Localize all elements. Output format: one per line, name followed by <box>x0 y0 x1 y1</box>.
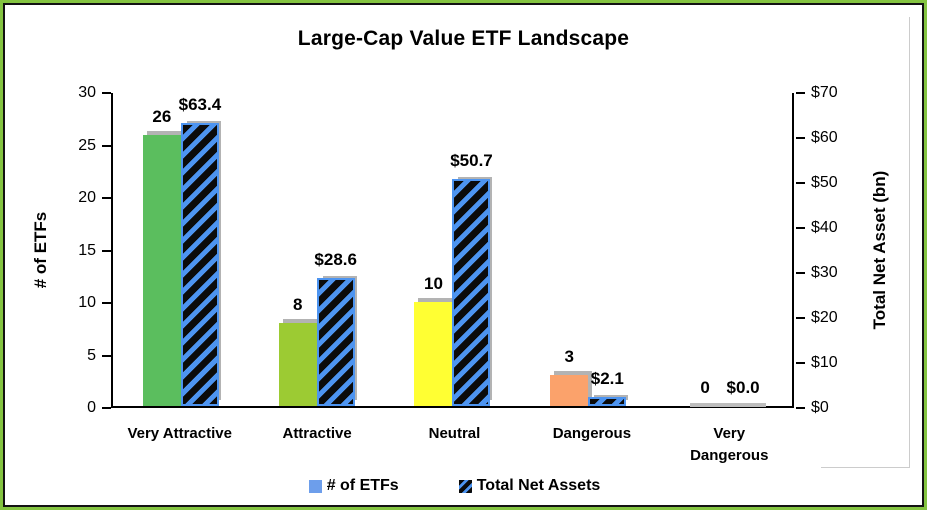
data-label-etfs: 26 <box>152 106 172 126</box>
bar-assets <box>316 276 357 406</box>
assets-bar-column: $0.0 <box>724 93 767 407</box>
axis-tick-mark <box>796 317 805 319</box>
axis-tick-mark <box>102 92 111 94</box>
axis-tick-label: $10 <box>811 354 838 371</box>
data-label-etfs: 0 <box>700 378 710 397</box>
axis-tick-label: 0 <box>87 399 96 416</box>
data-label-assets: $28.6 <box>314 250 357 270</box>
axis-tick-mark <box>102 197 111 199</box>
axis-tick-label: 15 <box>78 241 96 259</box>
axis-tick-label: 5 <box>87 346 96 364</box>
legend: # of ETFs Total Net Assets <box>111 477 798 495</box>
axis-tick-label: $60 <box>811 129 838 146</box>
legend-swatch-assets-icon <box>458 479 472 493</box>
axis-tick-mark <box>796 407 805 409</box>
bar-assets <box>180 120 221 406</box>
axis-tick-mark <box>102 354 111 357</box>
axis-tick-mark <box>796 92 805 94</box>
axis-tick-label: 20 <box>78 189 96 206</box>
bar-group-very-dangerous: 0 $0.0 <box>656 93 792 407</box>
data-label-assets: $0.0 <box>726 378 760 397</box>
data-label-assets: $63.4 <box>178 94 222 114</box>
category-label: Dangerous <box>552 425 632 442</box>
etf-bar-column: 10 <box>414 93 457 406</box>
bar-etfs <box>414 297 457 406</box>
assets-bar-column: $50.7 <box>450 93 493 406</box>
axis-tick-label: $50 <box>811 174 838 191</box>
bar-groups: 26 $63.4 8 $28.6 <box>113 93 792 407</box>
axis-tick-mark <box>796 182 805 184</box>
etf-bar-column: 8 <box>278 93 321 406</box>
data-label-etfs: 10 <box>424 273 443 293</box>
axis-tick-label: 25 <box>78 136 96 154</box>
axis-tick-label: $20 <box>811 309 838 326</box>
bar-etfs <box>142 130 185 406</box>
axis-tick-label: 10 <box>78 294 96 311</box>
assets-bar-column: $2.1 <box>588 93 629 406</box>
axis-tick-label: $40 <box>811 219 838 236</box>
axis-tick-mark <box>796 272 805 274</box>
chart-edge-line <box>909 17 910 467</box>
bar-group-very-attractive: 26 $63.4 <box>113 93 249 406</box>
etf-bar-column: 26 <box>142 93 185 406</box>
plot-area: 26 $63.4 8 $28.6 <box>111 93 794 408</box>
assets-bar-column: $63.4 <box>178 93 222 406</box>
axis-tick-label: $70 <box>811 84 838 101</box>
axis-tick-mark <box>796 227 805 229</box>
bar-assets <box>452 177 493 406</box>
axis-tick-label: $30 <box>811 264 838 281</box>
assets-bar-column: $28.6 <box>314 93 357 406</box>
bar-etfs <box>278 318 321 406</box>
axis-tick-mark <box>102 302 111 304</box>
data-label-etfs: 8 <box>292 294 303 314</box>
axis-tick-label: $0 <box>811 399 829 416</box>
category-label: Very Attractive <box>127 425 232 442</box>
bar-group-neutral: 10 $50.7 <box>385 93 521 406</box>
axis-tick-mark <box>796 362 805 364</box>
chart-edge-line <box>821 467 910 468</box>
legend-label-assets: Total Net Assets <box>476 477 601 494</box>
category-axis: Very Attractive Attractive Neutral Dange… <box>111 423 798 467</box>
legend-item-etfs: # of ETFs <box>308 477 399 495</box>
right-axis-ticks: $0 $10 $20 $30 $40 $50 $60 $70 <box>796 85 924 416</box>
bar-etfs <box>550 370 593 406</box>
category-label: Very Dangerous <box>690 425 769 464</box>
bar-assets <box>588 394 629 406</box>
axis-tick-mark <box>796 137 805 139</box>
legend-label-etfs: # of ETFs <box>326 477 399 494</box>
left-axis-ticks: 0 5 10 15 20 25 30 <box>3 85 111 416</box>
category-label: Neutral <box>428 425 481 442</box>
axis-tick-mark <box>102 249 111 252</box>
category-label: Attractive <box>282 425 352 442</box>
bar-group-attractive: 8 $28.6 <box>249 93 385 406</box>
etf-bar-column: 0 <box>686 93 729 407</box>
chart-title: Large-Cap Value ETF Landscape <box>297 27 630 50</box>
axis-tick-label: 30 <box>78 84 96 101</box>
data-label-assets: $50.7 <box>450 151 493 171</box>
legend-item-assets: Total Net Assets <box>458 477 601 495</box>
axis-tick-mark <box>102 407 111 409</box>
data-label-etfs: 3 <box>564 346 575 366</box>
bar-group-dangerous: 3 $2.1 <box>520 93 656 406</box>
etf-bar-column: 3 <box>550 93 593 406</box>
axis-tick-mark <box>102 144 111 147</box>
data-label-assets: $2.1 <box>590 368 624 388</box>
legend-swatch-etfs-icon <box>308 479 322 493</box>
